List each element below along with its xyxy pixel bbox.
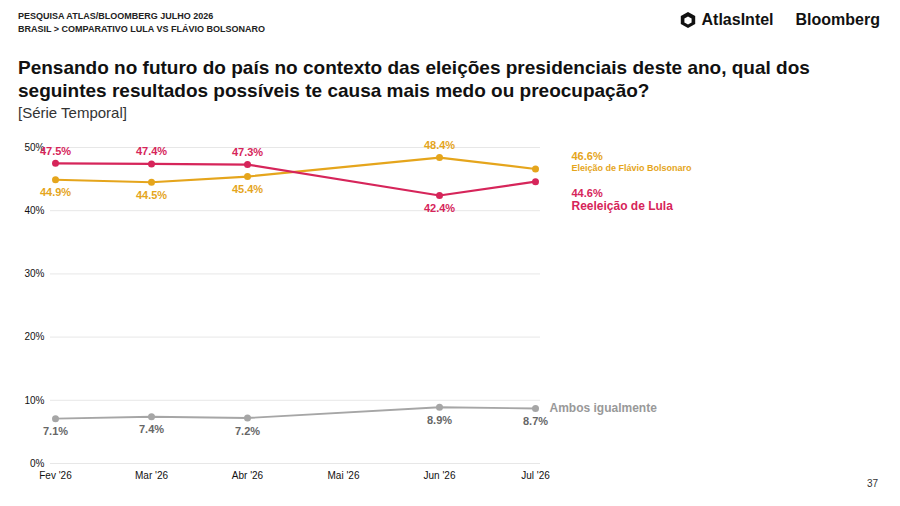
svg-text:Mai '26: Mai '26	[328, 470, 360, 481]
html-text:Bloomberg: Bloomberg	[795, 11, 880, 28]
html-text:AtlasIntel: AtlasIntel	[701, 11, 774, 28]
svg-text:Mar '26: Mar '26	[135, 470, 168, 481]
svg-text:50%: 50%	[24, 141, 45, 153]
svg-text:42.4%: 42.4%	[424, 202, 455, 214]
svg-text:Abr '26: Abr '26	[232, 470, 264, 481]
svg-text:44.5%: 44.5%	[136, 189, 167, 201]
svg-text:30%: 30%	[24, 268, 44, 279]
svg-text:8.9%: 8.9%	[427, 414, 452, 426]
svg-text:47.3%: 47.3%	[232, 146, 263, 158]
svg-text:Jun '26: Jun '26	[424, 470, 456, 481]
svg-text:46.6%: 46.6%	[572, 150, 603, 162]
html-text:37: 37	[866, 478, 878, 489]
svg-text:40%: 40%	[24, 205, 44, 216]
svg-text:48.4%: 48.4%	[424, 139, 455, 151]
html-text:PESQUISA ATLAS/BLOOMBERG JULHO: PESQUISA ATLAS/BLOOMBERG JULHO 2026	[18, 11, 214, 21]
svg-text:7.2%: 7.2%	[235, 425, 260, 437]
html-text:BRASIL > COMPARATIVO LULA VS F: BRASIL > COMPARATIVO LULA VS FLÁVIO BOLS…	[18, 24, 265, 34]
svg-text:45.4%: 45.4%	[232, 183, 263, 195]
svg-text:0%: 0%	[30, 458, 45, 469]
svg-text:10%: 10%	[24, 395, 44, 406]
svg-text:Eleição de Flávio Bolsonaro: Eleição de Flávio Bolsonaro	[572, 163, 693, 173]
svg-text:Jul '26: Jul '26	[521, 470, 550, 481]
svg-text:47.4%: 47.4%	[136, 145, 167, 157]
svg-text:7.4%: 7.4%	[139, 423, 164, 435]
html-text:[Série Temporal]: [Série Temporal]	[18, 104, 127, 121]
svg-text:44.6%: 44.6%	[572, 187, 603, 199]
html-text:Pensando no futuro do país no: Pensando no futuro do país no contexto d…	[18, 57, 810, 101]
svg-text:Fev '26: Fev '26	[39, 470, 72, 481]
svg-text:20%: 20%	[24, 331, 44, 342]
svg-text:7.1%: 7.1%	[43, 425, 68, 437]
svg-text:44.9%: 44.9%	[40, 186, 71, 198]
svg-text:47.5%: 47.5%	[40, 145, 71, 157]
svg-text:8.7%: 8.7%	[523, 415, 548, 427]
svg-text:Reeleição de Lula: Reeleição de Lula	[572, 199, 674, 213]
svg-text:Ambos igualmente: Ambos igualmente	[550, 401, 658, 415]
